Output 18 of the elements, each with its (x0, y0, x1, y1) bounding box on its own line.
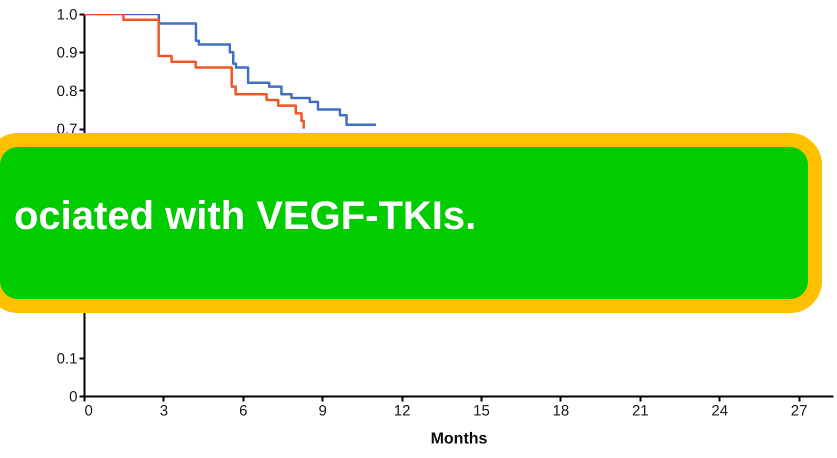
x-tick-label: 24 (711, 402, 728, 420)
banner: ociated with VEGF-TKIs. (0, 133, 822, 313)
x-tick-label: 6 (239, 402, 248, 420)
y-tick-label: 0.8 (56, 82, 78, 100)
y-tick-label: 0.1 (56, 350, 78, 368)
x-axis-title: Months (430, 430, 488, 448)
x-tick-label: 15 (473, 402, 490, 420)
x-tick-label: 18 (552, 402, 570, 420)
y-tick-label: 0.9 (56, 44, 78, 62)
x-tick-label: 3 (160, 402, 168, 420)
x-tick-label: 12 (394, 402, 410, 420)
y-tick-label: 1.0 (56, 6, 78, 24)
annotation: ociated with VEGF-TKIs. (14, 194, 476, 239)
x-tick-label: 0 (84, 402, 93, 420)
x-tick-label: 9 (318, 402, 327, 420)
x-tick-label: 21 (632, 402, 649, 420)
x-tick-label: 27 (790, 402, 808, 420)
y-tick-label: 0 (69, 388, 78, 406)
